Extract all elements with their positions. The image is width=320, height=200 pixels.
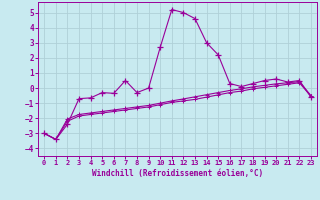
X-axis label: Windchill (Refroidissement éolien,°C): Windchill (Refroidissement éolien,°C) [92, 169, 263, 178]
